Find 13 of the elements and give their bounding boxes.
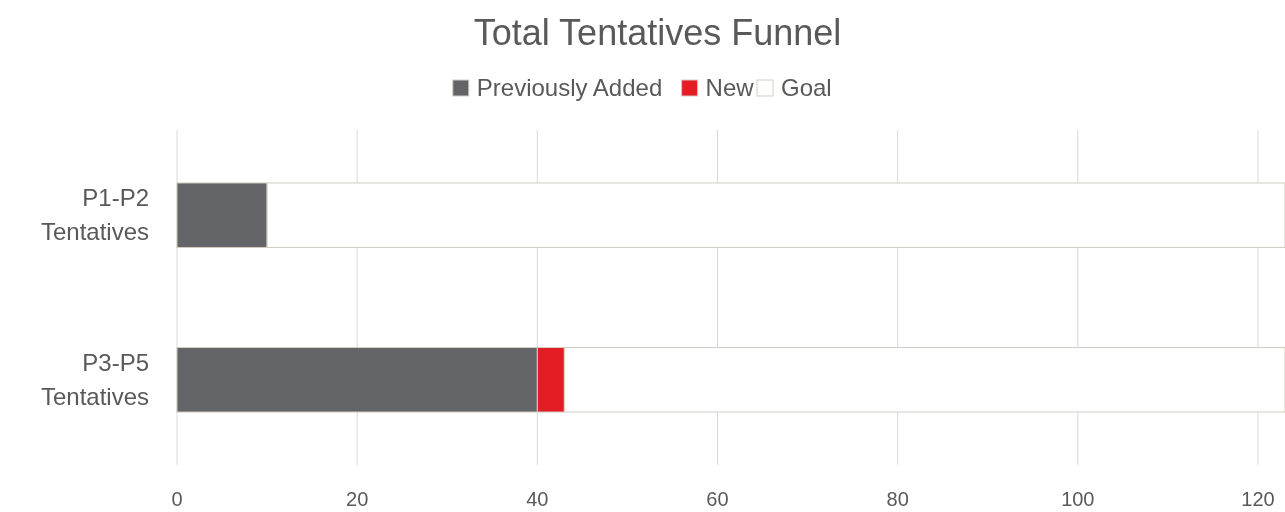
x-tick-label: 0: [171, 488, 183, 510]
y-tick-label: P1-P2 Tentatives: [40, 184, 149, 246]
x-tick-label: 60: [706, 488, 729, 510]
chart-title: Total Tentatives Funnel: [473, 12, 842, 53]
legend-label: Goal: [781, 74, 832, 101]
legend-label: New: [705, 74, 755, 101]
x-tick-label: 80: [886, 488, 909, 510]
y-tick-label: P3-P5 Tentatives: [40, 348, 149, 410]
x-tick-label: 20: [346, 488, 369, 510]
x-tick-label: 40: [526, 488, 549, 510]
x-tick-label: 120: [1241, 488, 1275, 510]
x-tick-label: 100: [1061, 488, 1095, 510]
legend-label: Previously Added: [476, 74, 663, 101]
